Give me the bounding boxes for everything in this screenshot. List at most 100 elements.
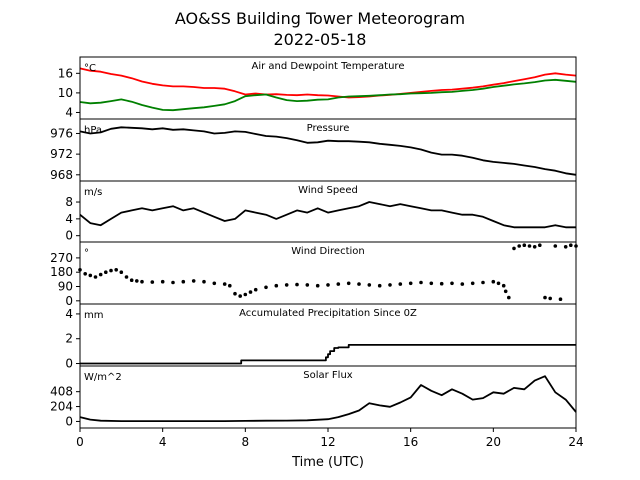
wind-direction-point bbox=[233, 291, 237, 296]
wind-direction-point bbox=[481, 280, 485, 285]
x-tick-label: 24 bbox=[568, 435, 583, 449]
wind-direction-point bbox=[140, 279, 144, 284]
panel-2: 0 4 8 Wind Speed m/s bbox=[65, 180, 577, 243]
panel-title: Wind Direction bbox=[291, 246, 365, 257]
y-tick-label: 16 bbox=[58, 66, 73, 80]
y-tick-label: 270 bbox=[50, 251, 73, 265]
y-tick-label: 0 bbox=[65, 357, 73, 371]
y-tick-label: 8 bbox=[65, 195, 73, 209]
figure-subtitle: 2022-05-18 bbox=[274, 30, 367, 49]
series-line-2-0 bbox=[79, 201, 576, 229]
y-tick-label: 4 bbox=[65, 105, 73, 119]
wind-direction-point bbox=[553, 244, 558, 248]
wind-direction-point bbox=[569, 243, 573, 247]
wind-direction-point bbox=[284, 283, 289, 287]
wind-direction-point bbox=[274, 283, 279, 288]
wind-direction-point bbox=[171, 280, 175, 285]
wind-direction-point bbox=[93, 275, 98, 279]
wind-direction-point bbox=[512, 246, 516, 251]
wind-direction-point bbox=[202, 279, 206, 284]
wind-direction-point bbox=[460, 282, 465, 286]
wind-direction-point bbox=[243, 292, 248, 297]
panel-unit: m/s bbox=[84, 187, 102, 198]
wind-direction-point bbox=[398, 282, 403, 286]
wind-direction-point bbox=[191, 279, 196, 283]
wind-direction-point bbox=[114, 268, 118, 272]
panel-0: 4 10 16 Air and Dewpoint Temperature °C bbox=[58, 56, 577, 120]
series-line-0-0 bbox=[79, 67, 577, 99]
panel-title: Air and Dewpoint Temperature bbox=[252, 61, 405, 72]
wind-direction-point bbox=[212, 281, 217, 286]
wind-direction-point bbox=[222, 282, 227, 286]
wind-direction-point bbox=[527, 244, 532, 248]
series-line-0-1 bbox=[79, 78, 577, 112]
wind-direction-point bbox=[83, 272, 87, 276]
wind-direction-point bbox=[532, 245, 537, 249]
wind-direction-point bbox=[503, 289, 508, 294]
wind-direction-point bbox=[501, 283, 506, 288]
wind-direction-point bbox=[135, 279, 139, 283]
wind-direction-point bbox=[295, 282, 299, 287]
x-tick-label: 12 bbox=[320, 435, 335, 449]
y-tick-label: 976 bbox=[50, 126, 73, 140]
panel-unit: W/m^2 bbox=[84, 372, 122, 383]
wind-direction-point bbox=[563, 245, 568, 249]
series-line-1-0 bbox=[79, 126, 577, 176]
wind-direction-point bbox=[491, 279, 496, 284]
wind-direction-point bbox=[238, 294, 242, 298]
x-tick-label: 8 bbox=[242, 435, 250, 449]
y-tick-label: 0 bbox=[65, 229, 73, 243]
wind-direction-point bbox=[408, 281, 413, 286]
wind-direction-point bbox=[496, 281, 501, 286]
panel-unit: ° bbox=[84, 248, 89, 259]
panels: 4 10 16 Air and Dewpoint Temperature °C 968 97… bbox=[50, 56, 584, 449]
y-tick-label: 972 bbox=[50, 147, 73, 161]
x-axis-label: Time (UTC) bbox=[291, 455, 364, 470]
wind-direction-point bbox=[228, 283, 232, 288]
y-tick-label: 4 bbox=[65, 212, 73, 226]
y-tick-label: 2 bbox=[65, 332, 73, 346]
wind-direction-point bbox=[88, 273, 93, 278]
wind-direction-point bbox=[129, 278, 134, 283]
panel-title: Wind Speed bbox=[298, 185, 358, 196]
wind-direction-point bbox=[264, 285, 268, 290]
wind-direction-point bbox=[388, 283, 392, 287]
wind-direction-point bbox=[470, 281, 475, 286]
wind-direction-point bbox=[419, 280, 423, 285]
wind-direction-point bbox=[315, 283, 320, 288]
wind-direction-point bbox=[160, 279, 165, 284]
wind-direction-point bbox=[543, 295, 547, 300]
y-tick-label: 968 bbox=[50, 168, 73, 182]
series-line-4-0 bbox=[80, 344, 576, 365]
wind-direction-point bbox=[429, 281, 434, 286]
panel-title: Solar Flux bbox=[303, 370, 353, 381]
wind-direction-point bbox=[538, 243, 542, 247]
panel-1: 968 972 976 Pressure hPa bbox=[50, 118, 577, 182]
y-tick-label: 10 bbox=[58, 86, 73, 100]
wind-direction-point bbox=[104, 270, 108, 275]
panel-unit: °C bbox=[84, 63, 96, 74]
wind-direction-point bbox=[517, 244, 521, 248]
x-tick-label: 16 bbox=[403, 435, 418, 449]
y-tick-label: 0 bbox=[65, 414, 73, 428]
x-tick-label: 20 bbox=[486, 435, 501, 449]
wind-direction-point bbox=[357, 282, 361, 286]
y-tick-label: 90 bbox=[58, 280, 73, 294]
wind-direction-point bbox=[119, 270, 124, 275]
wind-direction-point bbox=[109, 268, 113, 273]
wind-direction-point bbox=[439, 281, 444, 286]
wind-direction-point bbox=[150, 280, 155, 284]
y-tick-label: 0 bbox=[65, 294, 73, 308]
wind-direction-point bbox=[522, 243, 527, 247]
wind-direction-point bbox=[548, 296, 552, 301]
x-tick-label: 4 bbox=[159, 435, 167, 449]
wind-direction-point bbox=[367, 283, 372, 287]
y-tick-label: 408 bbox=[50, 385, 73, 399]
wind-direction-point bbox=[305, 283, 310, 287]
wind-direction-point bbox=[98, 272, 103, 277]
panel-unit: mm bbox=[84, 310, 103, 321]
